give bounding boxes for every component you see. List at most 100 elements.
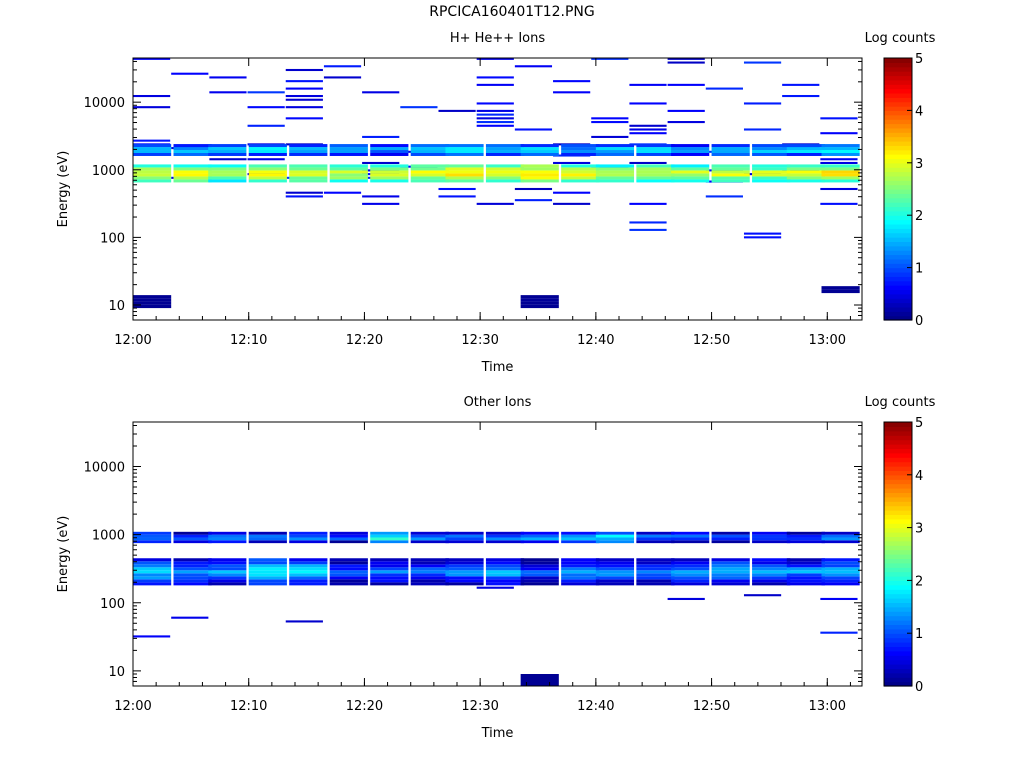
heatmap-cell [711,570,750,574]
heatmap-cell [629,124,667,127]
heatmap-cell [821,540,860,544]
heatmap-cell [289,537,328,541]
colorbar-swatch [884,624,912,630]
heatmap-cell [173,582,212,586]
heatmap-cell [329,144,368,148]
heatmap-cell [821,179,860,183]
heatmap-cell [208,570,247,574]
x-tick-label: 12:40 [577,699,614,714]
heatmap-cell [445,558,484,562]
heatmap-cell [248,567,287,571]
heatmap-cell [711,164,750,168]
colorbar-swatch [884,101,912,107]
colorbar-swatch [884,545,912,551]
heatmap-cell [561,150,600,153]
colorbar-label: Log counts [865,395,936,410]
heatmap-cell [476,124,514,127]
colorbar-swatch [884,97,912,103]
heatmap-cell [520,677,559,681]
heatmap-cell [362,161,400,165]
heatmap-cell [520,164,559,168]
y-tick-label: 10 [108,299,125,314]
heatmap-cell [520,537,559,541]
heatmap-cell [636,176,675,180]
colorbar-swatch [884,668,912,674]
heatmap-cell [485,561,525,565]
heatmap-cell [786,579,825,583]
colorbar-swatch [884,536,912,542]
heatmap-cell [671,537,710,541]
heatmap-cell [711,558,750,562]
heatmap-cell [786,573,825,577]
heatmap-cell [821,582,860,586]
heatmap-cell [410,534,449,538]
heatmap-cell [208,540,247,544]
heatmap-cell [248,561,287,565]
heatmap-cell [410,147,449,151]
colorbar-swatch [884,193,912,199]
heatmap-cell [289,540,328,544]
heatmap-cell [786,570,825,574]
heatmap-cell [208,147,247,151]
colorbar-swatch [884,132,912,138]
colorbar-swatch [884,219,912,225]
colorbar-swatch [884,71,912,77]
colorbar-swatch [884,210,912,216]
heatmap-cell [248,582,287,586]
heatmap-cell [636,167,675,171]
heatmap-cell [820,117,858,120]
heatmap-cell [248,167,287,171]
colorbar-tick-label: 5 [915,416,923,431]
heatmap-cell [445,540,484,544]
heatmap-cell [410,144,449,148]
heatmap-cell [285,94,323,98]
heatmap-cell [289,173,328,177]
heatmap-cell [248,531,287,535]
colorbar-swatch [884,289,912,295]
heatmap-cell [329,176,368,180]
heatmap-cell [370,150,409,153]
colorbar-swatch [884,664,912,669]
heatmap-cell [445,170,484,174]
heatmap-cell [133,176,172,180]
colorbar-swatch [884,127,912,133]
heatmap-cell [520,295,559,299]
heatmap-cell [821,170,860,174]
heatmap-cell [636,170,675,174]
heatmap-cell [173,570,212,574]
heatmap-cell [786,561,825,565]
heatmap-cell [485,167,525,171]
heatmap-cell [208,531,247,535]
heatmap-cell [173,579,212,583]
heatmap-cell [370,167,409,171]
heatmap-cell [289,570,328,574]
heatmap-cell [561,561,600,565]
heatmap-cell [370,579,409,583]
heatmap-panel-2: Other Ions 12:00 12:10 12:20 12:30 12:40 12:50… [56,395,936,741]
heatmap-cell [561,579,600,583]
heatmap-cell [329,173,368,177]
heatmap-cell [752,152,791,156]
colorbar-swatch [884,584,912,590]
heatmap-cell [561,147,600,151]
heatmap-cell [821,531,860,535]
heatmap-cell [400,106,438,109]
colorbar-swatch [884,184,912,190]
heatmap-cell [248,173,287,177]
heatmap-cell [247,158,285,161]
heatmap-cell [171,72,209,75]
heatmap-cell [370,576,409,580]
heatmap-cell [370,179,409,183]
heatmap-cell [485,579,525,583]
heatmap-cell [752,534,791,538]
heatmap-cell [786,582,825,586]
heatmap-cell [133,301,172,305]
heatmap-cell [362,91,400,94]
heatmap-cell [743,232,782,235]
heatmap-cell [711,534,750,538]
colorbar-swatch [884,514,912,520]
colorbar-swatch [884,189,912,194]
heatmap-cell [208,537,247,541]
heatmap-cell [711,564,750,568]
